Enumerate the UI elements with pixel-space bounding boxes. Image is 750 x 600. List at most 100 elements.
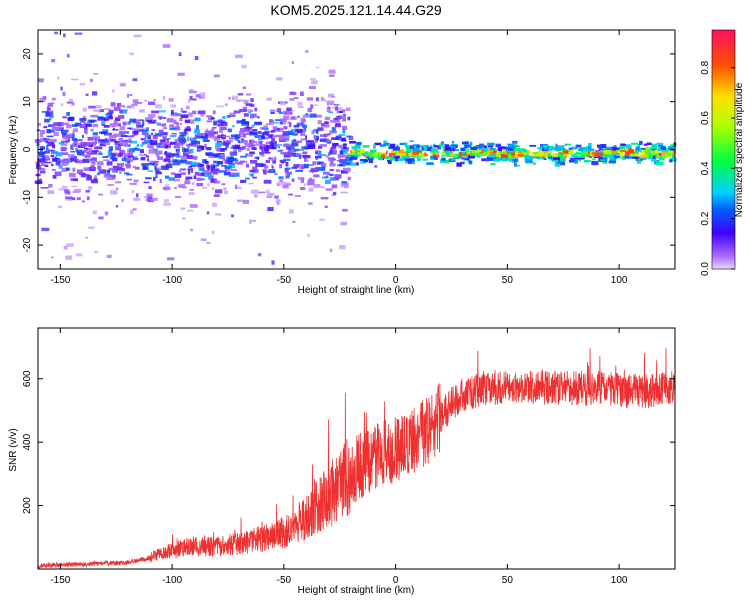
spectrogram-cell (334, 123, 341, 128)
spectrogram-cell (74, 188, 82, 193)
spectrogram-cell (119, 126, 126, 131)
spectrogram-cell (54, 31, 59, 35)
spectrogram-cell (414, 155, 422, 158)
spectrogram-cell (106, 162, 113, 166)
spectrogram-cell (126, 178, 132, 181)
spectrogram-cell (212, 170, 218, 175)
spectrogram-cell (639, 140, 643, 145)
spectrogram-cell (125, 164, 132, 167)
spectrogram-cell (72, 131, 75, 135)
spectrogram-cell (285, 138, 289, 142)
spectrogram-cell (274, 173, 278, 175)
spectrogram-cell (617, 152, 624, 156)
spectrogram-cell (58, 142, 64, 145)
spectrogram-cell (174, 139, 180, 143)
spectrogram-cell (277, 144, 283, 146)
spectrogram-cell (320, 123, 328, 127)
spectrogram-cell (62, 135, 71, 140)
spectrogram-cell (91, 162, 96, 165)
spectrogram-cell (566, 143, 572, 146)
spectrogram-cell (127, 155, 135, 158)
spectrogram-cell (468, 155, 476, 159)
spectrogram-cell (39, 146, 45, 150)
spectrogram-cell (399, 142, 405, 145)
spectrogram-cell (111, 157, 118, 162)
spectrogram-cell (185, 128, 191, 132)
spectrogram-cell (279, 164, 282, 169)
spectrogram-cell (609, 155, 615, 160)
spectrogram-cell (195, 94, 201, 98)
spectrogram-cell (211, 153, 219, 157)
spectrogram-cell (164, 184, 170, 187)
spectrogram-cell (157, 170, 161, 173)
spectrogram-x-tick-label: -50 (277, 275, 292, 286)
spectrogram-cell (232, 125, 235, 128)
spectrogram-cell (282, 131, 287, 136)
spectrogram-cell (508, 143, 515, 149)
spectrogram-cell (299, 154, 302, 159)
spectrogram-cell (213, 74, 220, 78)
spectrogram-cell (604, 159, 607, 163)
spectrogram-cell (462, 151, 465, 155)
spectrogram-cell (233, 146, 242, 150)
spectrogram-cell (228, 164, 236, 169)
spectrogram-cell (102, 129, 109, 134)
spectrogram-cell (83, 142, 90, 147)
spectrogram-cell (542, 144, 550, 147)
spectrogram-cell (85, 93, 89, 97)
spectrogram-cell (537, 152, 546, 157)
spectrogram-cell (191, 141, 194, 144)
spectrogram-cell (44, 158, 51, 161)
spectrogram-cell (123, 131, 129, 134)
spectrogram-cell (283, 158, 291, 161)
spectrogram-cell (41, 227, 50, 232)
spectrogram-cell (288, 193, 293, 196)
spectrogram-cell (524, 152, 529, 156)
spectrogram-cell (340, 221, 347, 226)
spectrogram-cell (58, 160, 64, 164)
spectrogram-cell (312, 161, 317, 165)
spectrogram-cell (314, 138, 318, 143)
spectrogram-cell (224, 103, 228, 107)
spectrogram-cell (90, 78, 93, 82)
spectrogram-cell (222, 116, 226, 119)
spectrogram-cell (118, 114, 125, 119)
spectrogram-cell (328, 158, 334, 162)
spectrogram-cell (101, 139, 109, 143)
spectrogram-cell (237, 199, 244, 202)
spectrogram-cell (139, 109, 145, 113)
spectrogram-cell (211, 152, 214, 154)
spectrogram-cell (185, 105, 190, 110)
spectrogram-cell (106, 161, 113, 164)
spectrogram-cell (145, 177, 152, 180)
spectrogram-cell (288, 122, 292, 128)
spectrogram-cell (64, 189, 70, 194)
spectrogram-cell (409, 140, 414, 142)
spectrogram-cell (170, 112, 178, 115)
spectrogram-cell (574, 160, 578, 164)
spectrogram-cell (71, 78, 79, 81)
spectrogram-cell (115, 205, 119, 208)
spectrogram-cell (66, 112, 70, 116)
spectrogram-cell (441, 157, 446, 161)
spectrogram-cell (238, 148, 242, 153)
spectrogram-cell (399, 153, 406, 158)
colorbar-tick-label: 0.6 (700, 111, 711, 125)
colorbar-ticks: 0.0 0.2 0.4 0.6 0.8 (700, 29, 736, 276)
spectrogram-cell (248, 153, 253, 157)
spectrogram-cell (167, 257, 175, 261)
spectrogram-cell (260, 127, 264, 130)
spectrogram-cell (327, 106, 331, 109)
spectrogram-cell (360, 161, 367, 164)
spectrogram-cell (93, 109, 101, 112)
spectrogram-cell (532, 162, 536, 165)
spectrogram-cell (549, 148, 553, 151)
spectrogram-cell (325, 138, 330, 143)
spectrogram-cell (406, 146, 412, 151)
spectrogram-cell (371, 150, 374, 155)
spectrogram-cell (152, 134, 158, 140)
spectrogram-cell (271, 138, 275, 142)
spectrogram-cell (543, 158, 547, 160)
spectrogram-cell (279, 100, 286, 106)
spectrogram-cell (383, 142, 390, 146)
